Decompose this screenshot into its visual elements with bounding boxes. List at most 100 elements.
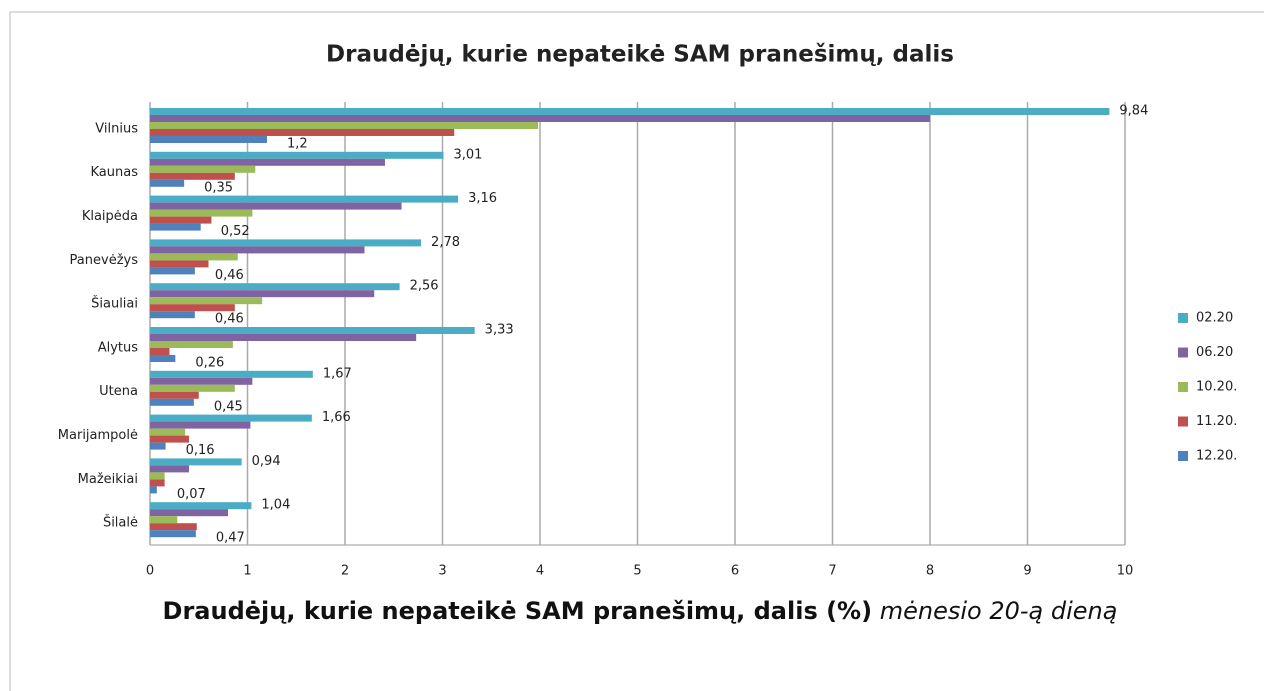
y-tick-label: Panevėžys — [70, 253, 139, 268]
bar — [150, 223, 201, 231]
bar — [150, 165, 256, 173]
bar — [150, 479, 165, 487]
data-label: 3,33 — [485, 323, 514, 338]
bar — [150, 172, 235, 180]
bar — [150, 355, 176, 362]
data-label: 9,84 — [1119, 104, 1148, 119]
data-label: 0,46 — [215, 312, 244, 327]
x-label: Draudėjų, kurie nepateikė SAM pranešimų,… — [162, 597, 873, 625]
x-tick-label: 6 — [731, 564, 739, 579]
bar — [150, 530, 196, 538]
legend-label: 02.20 — [1196, 311, 1233, 326]
y-tick-label: Marijampolė — [58, 428, 138, 443]
legend-swatch — [1178, 451, 1188, 461]
data-label: 0,35 — [204, 180, 233, 195]
y-tick-label: Vilnius — [95, 121, 138, 136]
bar — [150, 502, 252, 510]
y-tick-label: Kaunas — [91, 165, 139, 180]
bar — [150, 311, 195, 319]
y-tick-label: Klaipėda — [82, 209, 138, 224]
bar — [150, 348, 170, 355]
x-tick-label: 4 — [536, 564, 544, 579]
bar — [150, 435, 189, 443]
legend-swatch — [1178, 416, 1188, 427]
chart-border — [9, 11, 1264, 691]
data-label: 0,94 — [252, 454, 281, 469]
bar — [150, 465, 189, 473]
bar — [150, 216, 212, 224]
x-tick-label: 7 — [828, 564, 836, 579]
bar — [150, 421, 251, 429]
bar — [150, 341, 233, 348]
bar — [150, 158, 385, 166]
data-label: 0,45 — [214, 399, 243, 414]
x-tick-label: 5 — [633, 564, 641, 579]
bar — [150, 108, 1110, 115]
bar — [150, 179, 185, 187]
data-label: 0,46 — [215, 268, 244, 283]
x-axis-title: Draudėjų, kurie nepateikė SAM pranešimų,… — [160, 588, 1120, 634]
bar — [150, 129, 455, 136]
bar — [150, 442, 166, 450]
data-label: 3,16 — [468, 191, 497, 206]
bar — [150, 327, 475, 334]
x-tick-label: 0 — [146, 564, 154, 579]
bar — [150, 398, 194, 406]
bar — [150, 414, 312, 422]
bar — [150, 509, 228, 517]
data-label: 0,16 — [186, 443, 215, 458]
x-tick-label: 1 — [243, 564, 251, 579]
bar — [150, 246, 365, 254]
x-tick-label: 2 — [341, 564, 349, 579]
y-tick-label: Alytus — [98, 340, 139, 355]
bar — [150, 377, 253, 385]
bar — [150, 209, 253, 217]
legend-label: 10.20. — [1196, 380, 1237, 395]
bar — [150, 151, 444, 159]
bar — [150, 260, 209, 268]
data-label: 0,07 — [177, 487, 206, 502]
bar — [150, 428, 186, 436]
bar — [150, 290, 375, 298]
data-label: 3,01 — [453, 147, 482, 162]
bar — [150, 239, 422, 247]
bar — [150, 523, 197, 531]
bar — [150, 267, 195, 275]
data-label: 1,67 — [323, 366, 352, 381]
data-label: 1,04 — [261, 498, 290, 513]
data-label: 1,2 — [287, 137, 308, 152]
bar — [150, 122, 539, 129]
x-tick-label: 9 — [1023, 564, 1031, 579]
data-label: 0,47 — [216, 531, 245, 546]
bar — [150, 195, 459, 203]
legend-swatch — [1178, 313, 1188, 323]
bar — [150, 202, 402, 210]
data-label: 0,52 — [221, 224, 250, 239]
x-tick-label: 3 — [438, 564, 446, 579]
legend-label: 12.20. — [1196, 449, 1237, 464]
x-label-note: mėnesio 20-ą dieną — [879, 597, 1118, 625]
legend-label: 11.20. — [1196, 414, 1237, 429]
bar — [150, 458, 242, 466]
bar — [150, 384, 235, 392]
bar — [150, 253, 238, 261]
bar — [150, 370, 313, 378]
y-tick-label: Mažeikiai — [78, 472, 138, 487]
y-tick-label: Šilalė — [103, 515, 138, 531]
legend-label: 06.20 — [1196, 345, 1233, 360]
bar — [150, 136, 267, 143]
bar — [150, 516, 178, 524]
data-label: 0,26 — [195, 356, 224, 371]
data-label: 1,66 — [322, 410, 351, 425]
legend-swatch — [1178, 382, 1188, 392]
bar — [150, 297, 263, 305]
x-tick-label: 8 — [926, 564, 934, 579]
bar — [150, 304, 235, 312]
y-tick-label: Šiauliai — [91, 296, 138, 312]
chart-title: Draudėjų, kurie nepateikė SAM pranešimų,… — [326, 42, 954, 68]
data-label: 2,78 — [431, 235, 460, 250]
bar — [150, 486, 157, 494]
legend-swatch — [1178, 347, 1188, 358]
